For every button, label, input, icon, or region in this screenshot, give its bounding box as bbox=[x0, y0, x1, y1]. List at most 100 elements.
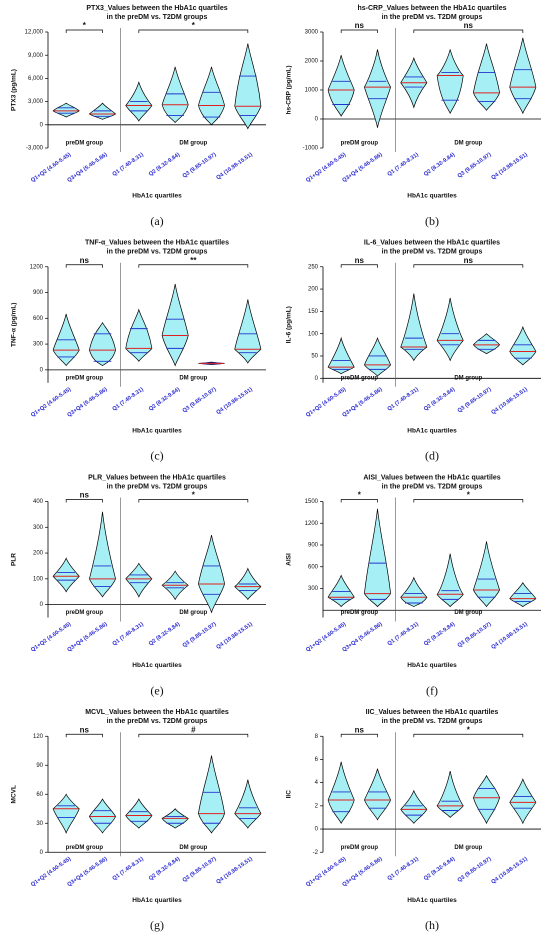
violin bbox=[509, 325, 537, 366]
violin bbox=[125, 798, 153, 829]
y-tick-label: 0 bbox=[40, 602, 44, 608]
violin bbox=[161, 283, 189, 367]
panel-label: (f) bbox=[426, 683, 438, 697]
y-axis-label: IIC bbox=[286, 790, 293, 799]
violin bbox=[436, 553, 464, 608]
panel-label: (b) bbox=[425, 214, 439, 228]
violin bbox=[400, 789, 428, 824]
x-tick-label: Q1 (7.40-8.31) bbox=[387, 621, 420, 647]
panel-title: PTX3_Values between the HbA1c quartiles bbox=[86, 5, 227, 12]
group-label: DM group bbox=[454, 845, 482, 851]
violin bbox=[52, 102, 80, 118]
violin bbox=[198, 755, 225, 834]
y-tick-label: 0 bbox=[40, 122, 44, 128]
x-tick-label: Q1 (7.40-8.31) bbox=[387, 856, 420, 882]
panel: IL-6_Values between the HbA1c quartiles i… bbox=[286, 240, 541, 463]
y-tick-label: 6 bbox=[315, 757, 319, 763]
significance-label: * bbox=[192, 491, 196, 500]
panel-title: in the preDM vs. T2DM groups bbox=[107, 718, 208, 725]
y-tick-label: 300 bbox=[33, 525, 44, 531]
violin bbox=[125, 308, 153, 362]
significance-label: ns bbox=[355, 256, 365, 265]
y-tick-label: 0 bbox=[315, 827, 319, 833]
group-label: DM group bbox=[454, 375, 482, 381]
y-tick-label: 4 bbox=[315, 780, 319, 786]
panel: MCVL_Values between the HbA1c quartiles i… bbox=[11, 709, 266, 932]
panel: hs-CRP_Values between the HbA1c quartile… bbox=[286, 5, 541, 228]
y-tick-label: 90 bbox=[36, 763, 43, 769]
y-tick-label: 8 bbox=[315, 734, 319, 740]
significance-bracket bbox=[138, 733, 249, 738]
group-label: DM group bbox=[179, 375, 207, 381]
x-axis-label: HbA1c quartiles bbox=[132, 193, 182, 200]
violin bbox=[234, 299, 262, 364]
x-tick-label: Q4 (10.98-15.51) bbox=[490, 856, 528, 885]
y-tick-label: 0 bbox=[40, 367, 44, 373]
panel-label: (d) bbox=[425, 449, 439, 463]
y-tick-label: 300 bbox=[308, 586, 319, 592]
violin bbox=[89, 321, 116, 366]
x-tick-label: Q2 (8.32-9.84) bbox=[148, 387, 181, 413]
panel-label: (a) bbox=[150, 214, 163, 228]
violin bbox=[125, 562, 153, 598]
significance-label: ns bbox=[464, 256, 474, 265]
y-tick-label: 0 bbox=[40, 850, 44, 856]
y-tick-label: 3,000 bbox=[28, 99, 44, 105]
group-label: DM group bbox=[179, 845, 207, 851]
panel: PTX3_Values between the HbA1c quartiles i… bbox=[11, 5, 266, 228]
y-tick-label: 2 bbox=[315, 803, 319, 809]
x-axis-label: HbA1c quartiles bbox=[132, 427, 182, 434]
y-tick-label: 1200 bbox=[30, 264, 44, 270]
y-tick-label: 900 bbox=[308, 543, 319, 549]
violin bbox=[509, 778, 537, 825]
y-tick-label: -3,000 bbox=[26, 146, 44, 152]
y-tick-label: -1000 bbox=[303, 146, 319, 152]
x-tick-label: Q3+Q4 (5.46-5.86) bbox=[341, 856, 383, 888]
y-tick-label: 1000 bbox=[305, 88, 319, 94]
violin bbox=[436, 297, 464, 362]
significance-label: # bbox=[191, 725, 196, 734]
panel-title: IL-6_Values between the HbA1c quartiles bbox=[364, 240, 500, 247]
y-tick-label: 3000 bbox=[305, 30, 319, 36]
y-tick-label: 1200 bbox=[305, 521, 319, 527]
y-tick-label: 100 bbox=[33, 576, 44, 582]
x-tick-label: Q3+Q4 (5.46-5.86) bbox=[341, 152, 383, 184]
y-axis-label: IL-6 (pg/mL) bbox=[286, 306, 293, 343]
significance-bracket bbox=[340, 499, 378, 503]
group-label: preDM group bbox=[66, 141, 104, 147]
x-tick-label: Q4 (10.98-15.51) bbox=[215, 387, 253, 416]
significance-bracket bbox=[413, 499, 524, 503]
violin bbox=[198, 534, 225, 614]
violin bbox=[52, 557, 80, 593]
panel-title: in the preDM vs. T2DM groups bbox=[382, 249, 483, 256]
panel-title: in the preDM vs. T2DM groups bbox=[107, 14, 208, 21]
x-tick-label: Q1 (7.40-8.31) bbox=[112, 387, 145, 413]
significance-label: ns bbox=[80, 725, 90, 734]
panel-label: (g) bbox=[150, 918, 164, 932]
group-label: preDM group bbox=[341, 375, 379, 381]
group-label: preDM group bbox=[66, 375, 104, 381]
significance-label: ns bbox=[355, 725, 365, 734]
significance-bracket bbox=[65, 29, 103, 33]
panel-title: AISI_Values between the HbA1c quartiles bbox=[363, 474, 500, 481]
significance-label: ns bbox=[464, 21, 474, 30]
group-label: preDM group bbox=[341, 845, 379, 851]
group-label: DM group bbox=[454, 610, 482, 616]
significance-bracket bbox=[413, 733, 524, 738]
panel-label: (c) bbox=[150, 449, 163, 463]
x-tick-label: Q3 (9.85-10.97) bbox=[182, 621, 218, 649]
significance-bracket bbox=[413, 29, 524, 33]
x-tick-label: Q2 (8.32-9.84) bbox=[423, 152, 456, 178]
significance-label: * bbox=[467, 491, 471, 500]
violin bbox=[234, 43, 262, 130]
y-tick-label: 2000 bbox=[305, 59, 319, 65]
group-label: DM group bbox=[179, 610, 207, 616]
significance-label: * bbox=[83, 21, 87, 30]
x-axis-label: HbA1c quartiles bbox=[407, 193, 457, 200]
y-tick-label: 600 bbox=[308, 564, 319, 570]
significance-bracket bbox=[138, 499, 249, 503]
significance-bracket bbox=[65, 264, 103, 268]
violin bbox=[327, 55, 355, 117]
x-tick-label: Q2 (8.32-9.84) bbox=[423, 621, 456, 647]
